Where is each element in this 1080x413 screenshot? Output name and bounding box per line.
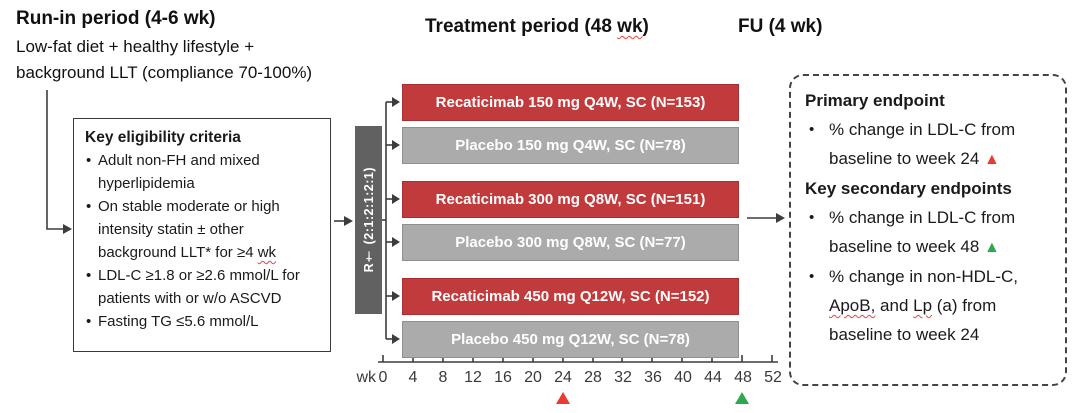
week48-green-triangle-icon [735,392,749,404]
run-in-subtitle-line2: background LLT (compliance 70-100%) [16,63,313,82]
primary-endpoint-bullet: % change in LDL-C from baseline to week … [805,115,1051,174]
axis-tick-label: 8 [438,369,448,386]
week-axis: 0 4 8 12 16 20 24 28 32 36 40 44 48 52 [368,369,788,387]
axis-tick-label: 44 [704,369,722,386]
lp-spellcheck: Lp [913,296,933,315]
arm-label: Recaticimab 300 mg Q8W, SC (N=151) [435,191,706,208]
eligibility-title: Key eligibility criteria [85,129,241,146]
arm-bar-placebo-450mg: Placebo 450 mg Q12W, SC (N=78) [402,321,739,358]
red-triangle-icon: ▲ [984,151,1000,168]
run-in-period-title: Run-in period (4-6 wk) [16,8,216,29]
eligibility-bullet-statin: On stable moderate or high intensity sta… [85,195,319,264]
randomization-label: R† (2:1:2:1:2:1) [361,167,376,273]
green-triangle-icon: ▲ [984,239,1000,256]
follow-up-period-title: FU (4 wk) [738,16,823,37]
axis-tick-label: 24 [554,369,572,386]
run-in-subtitle-line1: Low-fat diet + healthy lifestyle + [16,37,255,56]
axis-unit-label: wk [356,369,376,386]
axis-tick-label: 4 [408,369,418,386]
axis-tick-label: 28 [584,369,602,386]
treatment-period-wk-spellcheck: wk [617,16,643,37]
endpoints-box: Primary endpoint % change in LDL-C from … [789,74,1067,386]
arm-label: Recaticimab 150 mg Q4W, SC (N=153) [435,94,706,111]
arm-label: Placebo 150 mg Q4W, SC (N=78) [455,137,686,154]
arm-bar-recaticimab-150mg: Recaticimab 150 mg Q4W, SC (N=153) [402,84,739,121]
primary-endpoint-title: Primary endpoint [805,91,945,110]
axis-tick-label: 40 [674,369,692,386]
axis-tick-label: 0 [378,369,388,386]
treatment-period-title-close: ) [642,16,649,37]
arm-label: Placebo 450 mg Q12W, SC (N=78) [451,331,690,348]
randomization-bar: R† (2:1:2:1:2:1) [355,126,382,314]
arm-bar-placebo-150mg: Placebo 150 mg Q4W, SC (N=78) [402,127,739,164]
axis-tick-label: 52 [764,369,782,386]
eligibility-bullet-tg: Fasting TG ≤5.6 mmol/L [85,310,319,333]
treatment-period-title: Treatment period (48 wk) [425,16,649,38]
axis-tick-label: 32 [614,369,632,386]
apob-spellcheck: ApoB, [829,296,876,315]
axis-tick-label: 16 [494,369,512,386]
secondary-endpoint-bullet-ldl48: % change in LDL-C from baseline to week … [805,203,1051,262]
axis-tick-label: 20 [524,369,542,386]
secondary-endpoint-bullet-nonhdl: % change in non-HDL-C, ApoB, and Lp (a) … [805,262,1051,349]
arm-label: Recaticimab 450 mg Q12W, SC (N=152) [431,288,710,305]
arm-bar-placebo-300mg: Placebo 300 mg Q8W, SC (N=77) [402,224,739,261]
eligibility-criteria-box: Key eligibility criteria Adult non-FH an… [73,118,331,352]
arm-bar-recaticimab-300mg: Recaticimab 300 mg Q8W, SC (N=151) [402,181,739,218]
week24-red-triangle-icon [556,392,570,404]
arm-label: Placebo 300 mg Q8W, SC (N=77) [455,234,686,251]
wk-spellcheck: wk [257,244,277,261]
axis-tick-label: 48 [734,369,752,386]
eligibility-bullet-non-fh: Adult non-FH and mixed hyperlipidemia [85,149,319,195]
arm-bar-recaticimab-450mg: Recaticimab 450 mg Q12W, SC (N=152) [402,278,739,315]
axis-tick-label: 12 [464,369,482,386]
secondary-endpoints-title: Key secondary endpoints [805,179,1012,198]
treatment-period-title-text: Treatment period (48 [425,16,618,37]
axis-tick-label: 36 [644,369,662,386]
eligibility-bullet-ldl: LDL-C ≥1.8 or ≥2.6 mmol/L for patients w… [85,264,319,310]
